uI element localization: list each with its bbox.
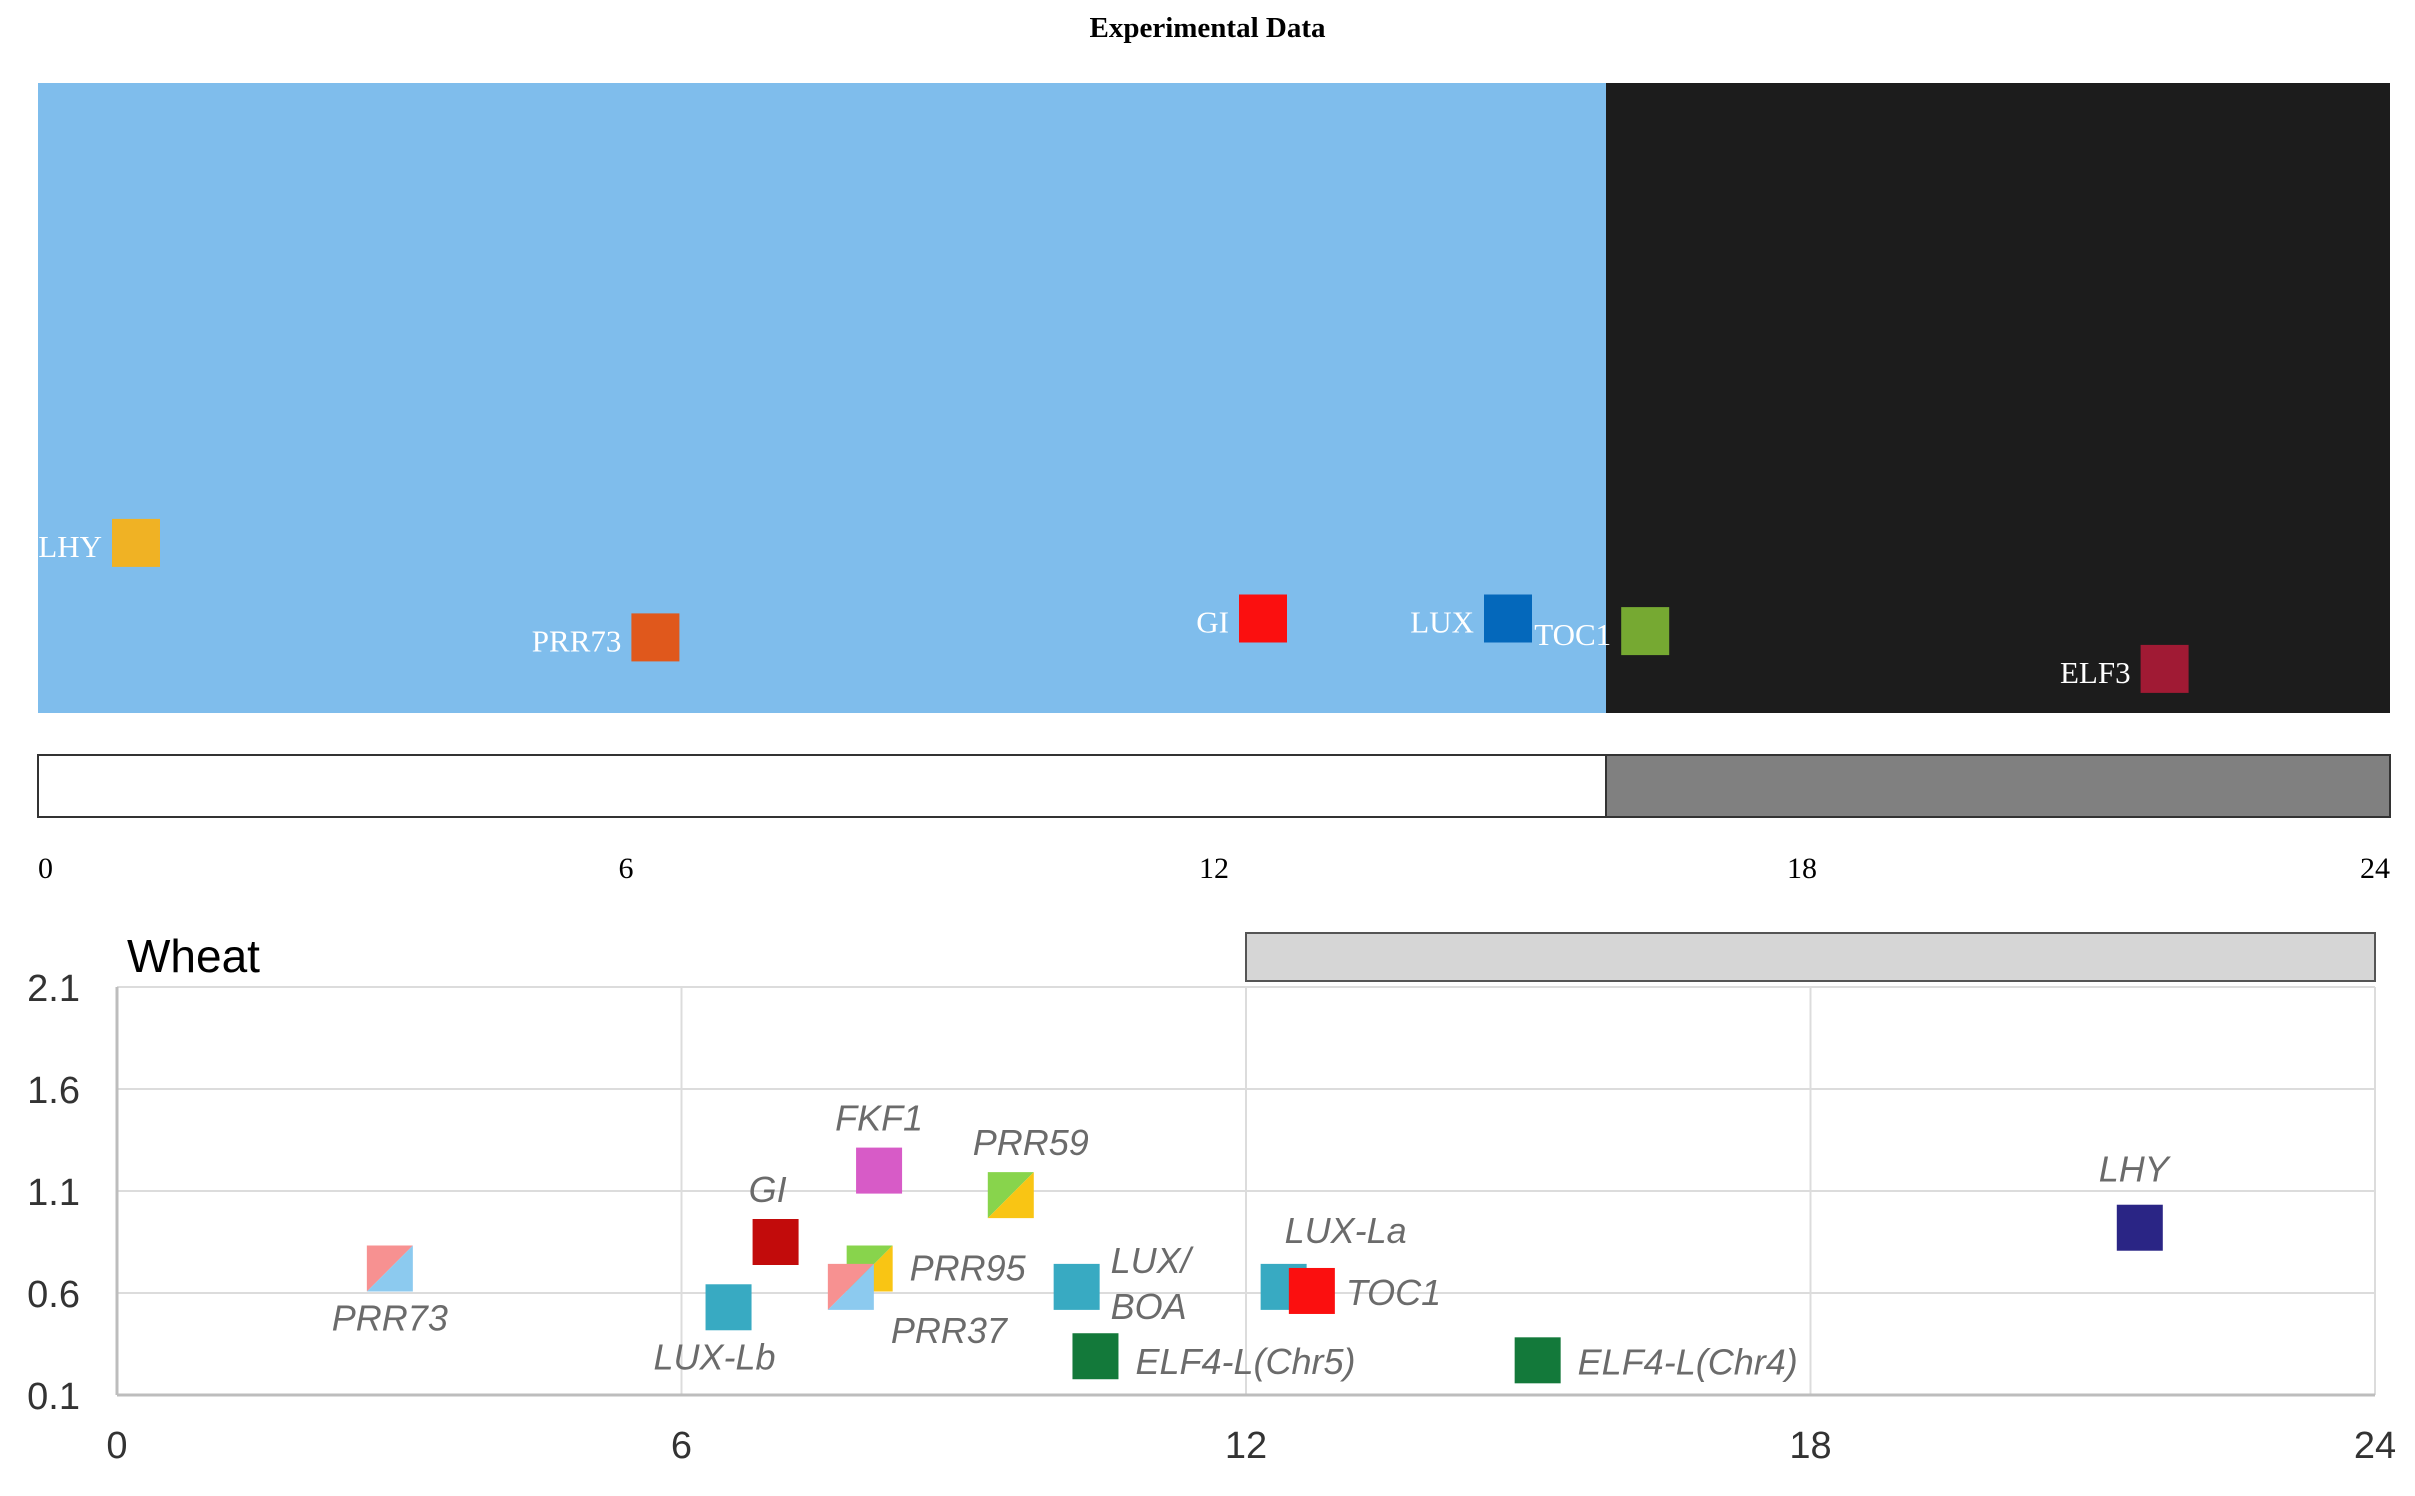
photoperiod-bar-dark <box>1605 754 2391 818</box>
label-lhy: LHY <box>2099 1149 2172 1190</box>
wheat-y-tick-label: 0.1 <box>27 1376 80 1418</box>
label-prr73: PRR73 <box>532 623 622 658</box>
label-toc1: TOC1 <box>1534 617 1611 652</box>
marker-prr59-upper <box>987 1172 1034 1219</box>
top-x-tick-label: 12 <box>1199 852 1229 885</box>
label-elf4-l-chr4: ELF4-L(Chr4) <box>1578 1341 1798 1382</box>
wheat-panel-title: Wheat <box>127 930 260 982</box>
label-line: FKF1 <box>835 1098 923 1139</box>
marker-lux-lb <box>705 1284 752 1331</box>
label-line: LHY <box>2099 1149 2172 1190</box>
label-line: TOC1 <box>1346 1272 1441 1313</box>
label-prr37: PRR37 <box>891 1310 1009 1351</box>
dark-period-background <box>1606 83 2390 713</box>
top-x-tick-label: 24 <box>2360 852 2390 885</box>
marker-gi <box>1239 594 1287 643</box>
marker-fkf1 <box>856 1147 903 1194</box>
marker-prr37-lower <box>827 1263 874 1310</box>
wheat-y-tick-label: 1.1 <box>27 1172 80 1214</box>
marker-prr73-lower <box>366 1245 413 1292</box>
label-prr95: PRR95 <box>910 1248 1027 1289</box>
label-elf4-l-chr5: ELF4-L(Chr5) <box>1135 1341 1355 1382</box>
label-line: ELF4-L(Chr5) <box>1135 1341 1355 1382</box>
marker-prr59-lower <box>987 1172 1034 1219</box>
wheat-x-tick-label: 18 <box>1789 1425 1831 1467</box>
label-elf3: ELF3 <box>2060 655 2131 690</box>
label-prr59: PRR59 <box>973 1122 1089 1163</box>
marker-elf3 <box>2140 644 2189 693</box>
label-lux-lb: LUX-Lb <box>654 1336 776 1377</box>
label-line: PRR73 <box>332 1298 448 1339</box>
label-lux: LUX <box>1410 605 1474 640</box>
wheat-y-tick-label: 0.6 <box>27 1274 80 1316</box>
wheat-x-tick-label: 24 <box>2354 1425 2396 1467</box>
marker-lux <box>1484 594 1532 643</box>
label-lhy: LHY <box>38 529 102 564</box>
photoperiod-bar-light <box>37 754 1607 818</box>
page-title: Experimental Data <box>1089 12 1326 44</box>
marker-toc1 <box>1288 1267 1335 1314</box>
marker-prr73 <box>631 613 680 662</box>
top-x-tick-label: 18 <box>1787 852 1817 885</box>
wheat-y-tick-label: 2.1 <box>27 968 80 1010</box>
wheat-y-tick-label: 1.6 <box>27 1070 80 1112</box>
top-x-tick-label: 6 <box>619 852 634 885</box>
label-line: PRR95 <box>910 1248 1027 1289</box>
label-gi: GI <box>749 1169 787 1210</box>
label-prr73: PRR73 <box>332 1298 448 1339</box>
light-period-background <box>38 83 1606 713</box>
label-line: GI <box>749 1169 787 1210</box>
label-line: PRR59 <box>973 1122 1089 1163</box>
marker-lhy <box>2116 1204 2163 1251</box>
label-toc1: TOC1 <box>1346 1272 1441 1313</box>
wheat-x-tick-label: 12 <box>1225 1425 1267 1467</box>
marker-lux-boa <box>1053 1263 1100 1310</box>
label-line: ELF4-L(Chr4) <box>1578 1341 1798 1382</box>
marker-lhy <box>112 518 160 567</box>
label-lux-boa: LUX/BOA <box>1111 1240 1195 1327</box>
wheat-x-tick-label: 6 <box>671 1425 692 1467</box>
label-line: LUX-Lb <box>654 1336 776 1377</box>
label-line: LUX-La <box>1285 1210 1407 1251</box>
label-fkf1: FKF1 <box>835 1098 923 1139</box>
label-line: PRR37 <box>891 1310 1009 1351</box>
marker-toc1 <box>1621 607 1670 656</box>
dark-period-bar <box>1245 932 2376 982</box>
label-lux-la: LUX-La <box>1285 1210 1407 1251</box>
marker-elf4-l-chr4 <box>1514 1337 1561 1384</box>
label-line: LUX/ <box>1111 1240 1195 1281</box>
marker-elf4-l-chr5 <box>1072 1333 1119 1380</box>
marker-gi <box>752 1219 799 1265</box>
wheat-x-tick-label: 0 <box>106 1425 127 1467</box>
label-line: BOA <box>1111 1286 1187 1327</box>
label-gi: GI <box>1196 605 1229 640</box>
top-x-tick-label: 0 <box>38 852 53 885</box>
